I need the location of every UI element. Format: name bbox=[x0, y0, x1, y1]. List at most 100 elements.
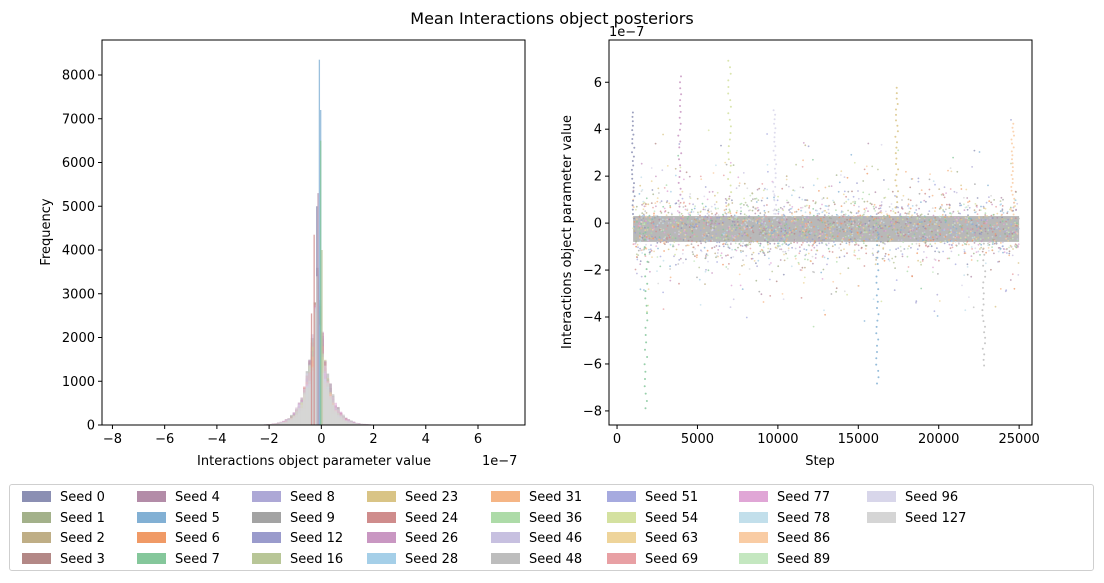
x-tick-label: −6 bbox=[155, 432, 174, 447]
scatter-point bbox=[952, 210, 955, 213]
scatter-point bbox=[790, 207, 793, 210]
scatter-point bbox=[993, 199, 995, 201]
scatter-point bbox=[1009, 279, 1012, 281]
scatter-point bbox=[884, 224, 887, 227]
scatter-point bbox=[850, 153, 853, 156]
scatter-point bbox=[876, 233, 878, 236]
scatter-point bbox=[980, 243, 983, 246]
scatter-point bbox=[692, 203, 694, 206]
scatter-point bbox=[764, 236, 766, 239]
scatter-point bbox=[794, 257, 797, 260]
scatter-point bbox=[660, 229, 663, 232]
scatter-point bbox=[999, 247, 1002, 250]
scatter-point bbox=[988, 196, 990, 199]
scatter-point bbox=[806, 204, 808, 207]
scatter-point bbox=[986, 232, 989, 235]
scatter-point bbox=[979, 248, 981, 250]
histogram-bar bbox=[337, 408, 340, 425]
scatter-point bbox=[884, 252, 887, 255]
scatter-point bbox=[955, 231, 958, 234]
scatter-point bbox=[876, 231, 879, 234]
scatter-point bbox=[632, 227, 635, 230]
legend-swatch bbox=[491, 532, 520, 543]
scatter-point bbox=[865, 231, 868, 234]
scatter-point bbox=[841, 241, 844, 243]
scatter-point bbox=[707, 219, 710, 221]
scatter-point bbox=[772, 181, 775, 184]
scatter-point bbox=[726, 243, 729, 246]
scatter-point bbox=[751, 226, 753, 229]
scatter-point bbox=[856, 230, 859, 232]
scatter-point bbox=[948, 243, 951, 246]
scatter-point bbox=[759, 220, 762, 222]
scatter-point bbox=[758, 226, 761, 228]
scatter-point bbox=[766, 133, 768, 135]
scatter-point bbox=[732, 298, 735, 301]
scatter-point bbox=[748, 209, 750, 212]
scatter-point bbox=[875, 217, 878, 220]
scatter-point bbox=[843, 255, 846, 258]
scatter-point bbox=[858, 205, 860, 208]
scatter-point bbox=[725, 241, 728, 244]
y-tick-label: 6000 bbox=[62, 156, 95, 171]
histogram-x-ticks: −8 −6 −4 −2 0 2 4 6 bbox=[103, 425, 482, 447]
scatter-point bbox=[975, 218, 978, 221]
scatter-point bbox=[1005, 237, 1007, 240]
scatter-point bbox=[732, 256, 735, 258]
scatter-point bbox=[1011, 235, 1014, 237]
scatter-point bbox=[761, 183, 764, 185]
scatter-point bbox=[1011, 142, 1013, 145]
scatter-point bbox=[728, 138, 731, 141]
scatter-point bbox=[813, 230, 816, 233]
scatter-point bbox=[821, 242, 823, 244]
scatter-point bbox=[641, 203, 643, 206]
scatter-point bbox=[897, 239, 900, 242]
scatter-point bbox=[637, 246, 639, 249]
scatter-point bbox=[930, 228, 933, 231]
scatter-point bbox=[654, 236, 657, 239]
histogram-bar bbox=[292, 416, 296, 425]
scatter-point bbox=[720, 252, 723, 255]
scatter-point bbox=[729, 125, 732, 128]
scatter-point bbox=[999, 288, 1002, 290]
scatter-point bbox=[843, 221, 846, 223]
scatter-point bbox=[948, 203, 951, 206]
scatter-point bbox=[710, 240, 712, 242]
scatter-point bbox=[955, 191, 958, 194]
legend-label: Seed 127 bbox=[905, 510, 967, 526]
scatter-point bbox=[634, 231, 637, 234]
scatter-point bbox=[836, 220, 838, 223]
scatter-point bbox=[843, 176, 846, 179]
scatter-point bbox=[902, 229, 905, 231]
scatter-point bbox=[859, 232, 862, 235]
scatter-point bbox=[649, 270, 651, 273]
scatter-point bbox=[863, 236, 866, 238]
scatter-point bbox=[799, 186, 802, 189]
scatter-point bbox=[717, 207, 719, 210]
scatter-point bbox=[915, 204, 918, 207]
scatter-point bbox=[752, 206, 755, 209]
scatter-point bbox=[668, 218, 671, 221]
scatter-point bbox=[787, 244, 790, 247]
scatter-point bbox=[667, 222, 670, 224]
scatter-point bbox=[958, 223, 961, 226]
scatter-point bbox=[836, 226, 838, 229]
scatter-point bbox=[801, 206, 804, 209]
scatter-point bbox=[832, 224, 834, 227]
scatter-point bbox=[978, 151, 981, 153]
scatter-point bbox=[693, 235, 696, 238]
scatter-point bbox=[810, 221, 813, 224]
scatter-point bbox=[730, 240, 732, 243]
scatter-point bbox=[729, 212, 732, 215]
scatter-point bbox=[696, 235, 698, 238]
scatter-point bbox=[779, 248, 781, 251]
histogram-bar bbox=[284, 420, 288, 425]
scatter-point bbox=[916, 223, 919, 226]
scatter-point bbox=[965, 238, 968, 241]
scatter-point bbox=[827, 242, 830, 245]
scatter-point bbox=[816, 209, 818, 212]
scatter-point bbox=[755, 279, 758, 282]
scatter-point bbox=[994, 233, 997, 235]
scatter-point bbox=[704, 186, 707, 188]
